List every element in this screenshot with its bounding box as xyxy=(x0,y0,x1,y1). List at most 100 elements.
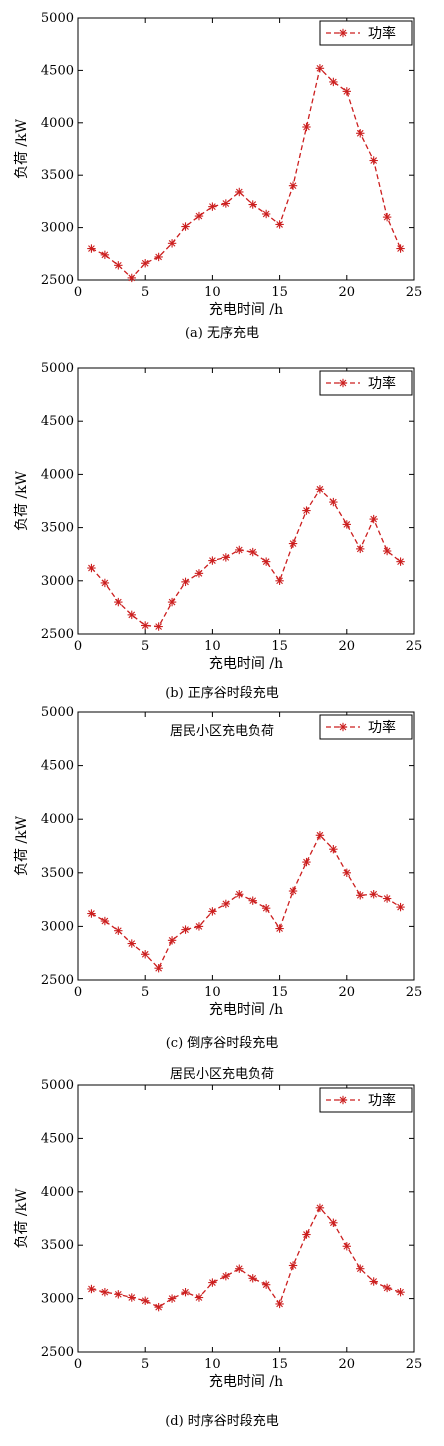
chart-c-legend-label: 功率 xyxy=(368,719,396,736)
chart-c-x-tick-label: 0 xyxy=(74,985,82,1000)
chart-a-x-tick-label: 5 xyxy=(141,285,149,300)
chart-c-y-axis-label: 负荷 /kW xyxy=(14,815,30,876)
chart-c-caption: (c) 倒序谷时段充电 xyxy=(165,1036,279,1051)
chart-c-x-tick-label: 20 xyxy=(339,985,356,1000)
chart-b-y-tick-label: 3500 xyxy=(41,521,74,536)
chart-d-data-point xyxy=(167,1294,177,1303)
chart-c-data-point xyxy=(154,964,163,973)
chart-b-legend-marker xyxy=(338,378,348,388)
chart-d-data-point xyxy=(302,1230,311,1239)
chart-d-frame xyxy=(77,1084,415,1353)
chart-d-caption: (d) 时序谷时段充电 xyxy=(165,1414,279,1429)
chart-b-data-point xyxy=(141,621,150,630)
chart-c-data-point xyxy=(275,924,284,933)
chart-d-x-tick-label: 10 xyxy=(204,1357,221,1372)
chart-d-data-point xyxy=(181,1287,190,1297)
chart-a-data-point xyxy=(154,252,163,262)
chart-a-data-point xyxy=(261,209,271,219)
chart-a-data-point xyxy=(369,156,378,165)
chart-c-data-point xyxy=(235,890,244,899)
chart-d-data-point xyxy=(114,1290,123,1299)
chart-b-y-tick-label: 2500 xyxy=(41,627,74,642)
chart-a-x-axis-label: 充电时间 /h xyxy=(209,302,283,318)
chart-a-y-tick-label: 2500 xyxy=(41,273,74,288)
chart-d-data-point xyxy=(342,1242,351,1251)
chart-b-data-point xyxy=(275,576,284,585)
chart-d-y-tick-label: 2500 xyxy=(41,1345,74,1360)
chart-c-data-point xyxy=(396,902,405,912)
chart-b-x-tick-label: 5 xyxy=(141,639,149,654)
chart-c-x-tick-label: 5 xyxy=(141,985,149,1000)
chart-d-data-point xyxy=(221,1271,231,1281)
chart-d-title: 居民小区充电负荷 xyxy=(169,1067,274,1082)
chart-d-data-point xyxy=(141,1296,150,1305)
chart-a-y-tick-label: 3500 xyxy=(41,168,74,183)
chart-b-data-point xyxy=(342,520,351,529)
chart-b-y-tick-label: 3000 xyxy=(41,574,74,589)
chart-a-data-point xyxy=(302,122,311,132)
chart-c-data-point xyxy=(87,909,96,918)
chart-c-data-point xyxy=(382,894,392,903)
chart-c-data-point xyxy=(315,831,325,840)
chart-b-legend-box xyxy=(319,370,413,396)
chart-b-data-point xyxy=(396,557,405,566)
chart-d-data-point xyxy=(369,1277,378,1286)
chart-a-data-point xyxy=(87,244,96,253)
chart-c-data-point xyxy=(302,857,311,867)
chart-c-frame xyxy=(77,711,415,981)
chart-a-data-point xyxy=(100,250,110,260)
chart-b-x-tick-label: 25 xyxy=(406,639,423,654)
chart-b-data-point xyxy=(154,622,163,631)
chart-b-data-point xyxy=(194,569,204,578)
chart-b-data-point xyxy=(100,578,110,588)
chart-b-x-tick-label: 20 xyxy=(339,639,356,654)
chart-b-data-point xyxy=(248,547,257,557)
chart-b-series-line xyxy=(90,488,401,628)
chart-a-data-point xyxy=(194,211,204,221)
chart-c-data-point xyxy=(114,926,123,935)
chart-a-data-point xyxy=(356,129,365,138)
chart-b-caption: (b) 正序谷时段充电 xyxy=(165,686,279,701)
chart-c-data-point xyxy=(141,950,150,959)
chart-a-x-tick-label: 10 xyxy=(204,285,221,300)
chart-a-data-point xyxy=(235,187,244,197)
chart-d-y-tick-label: 5000 xyxy=(41,1078,74,1093)
chart-a-y-axis-label: 负荷 /kW xyxy=(14,118,30,179)
chart-b-data-point xyxy=(302,506,311,515)
chart-b-data-point xyxy=(114,597,123,607)
chart-a-legend-box xyxy=(319,20,413,46)
chart-a-data-point xyxy=(141,259,150,268)
chart-a-caption: (a) 无序充电 xyxy=(184,326,260,341)
chart-a-legend-marker xyxy=(338,28,348,38)
chart-d-data-point xyxy=(288,1261,298,1270)
chart-a-data-point xyxy=(396,244,405,253)
chart-a-data-point xyxy=(127,273,136,283)
chart-d-legend-marker xyxy=(338,1095,348,1105)
chart-c-title: 居民小区充电负荷 xyxy=(169,724,274,739)
chart-c: 0 5 10 15 20 25 2500 3000 3500 4000 4500 5000 充电时间 /… xyxy=(14,705,422,1018)
chart-b-data-point xyxy=(315,485,325,494)
chart-b-data-point xyxy=(181,577,190,587)
chart-b-x-tick-label: 10 xyxy=(204,639,221,654)
chart-c-data-point xyxy=(261,903,271,913)
chart-b-x-axis-label: 充电时间 /h xyxy=(209,656,283,672)
chart-d-x-tick-label: 20 xyxy=(339,1357,356,1372)
chart-a-data-point xyxy=(221,199,231,208)
chart-a-data-point xyxy=(167,239,177,248)
chart-d-y-tick-label: 3500 xyxy=(41,1238,74,1253)
chart-b-data-point xyxy=(261,557,271,566)
chart-b-frame xyxy=(77,367,415,635)
chart-b-y-tick-label: 5000 xyxy=(41,361,74,376)
chart-d-data-point xyxy=(356,1264,365,1273)
chart-a-data-point xyxy=(382,212,392,222)
chart-d-y-tick-label: 4500 xyxy=(41,1131,74,1146)
chart-a-data-point xyxy=(315,64,325,73)
chart-b-data-point xyxy=(235,545,244,555)
chart-d-data-point xyxy=(396,1287,405,1297)
chart-d-x-tick-label: 0 xyxy=(74,1357,82,1372)
chart-a-y-tick-label: 3000 xyxy=(41,221,74,236)
chart-d-y-tick-label: 4000 xyxy=(41,1185,74,1200)
chart-d-data-point xyxy=(194,1293,204,1302)
chart-d-data-point xyxy=(275,1299,284,1309)
chart-c-data-point xyxy=(288,886,298,896)
